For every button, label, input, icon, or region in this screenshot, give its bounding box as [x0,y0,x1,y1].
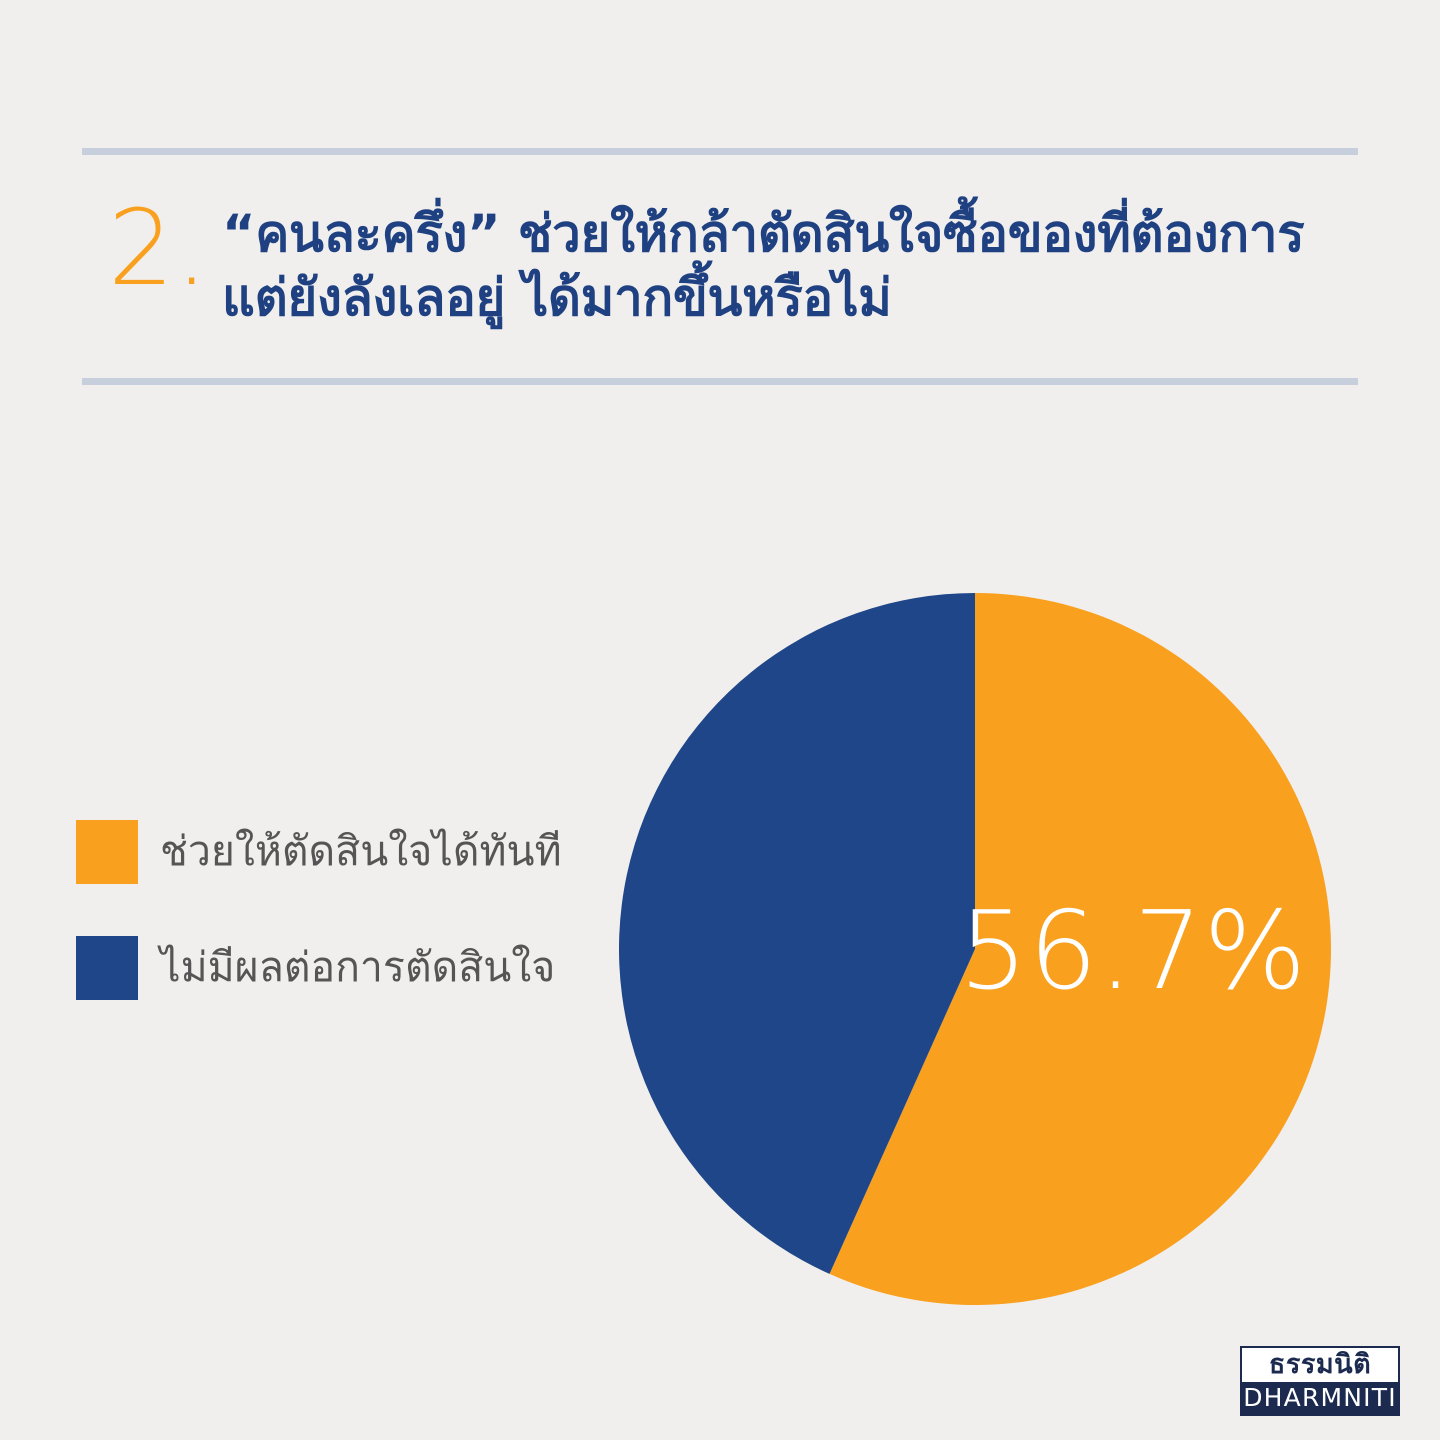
header-divider-bottom [82,378,1358,385]
pie-slice-no-effect [619,593,975,1274]
pie-slice-helps-decide [829,593,1331,1305]
brand-logo-thai: ธรรมนิติ [1240,1346,1400,1382]
pie-chart: 56.7% [619,593,1331,1305]
legend-swatch-blue [76,936,138,1000]
legend-item-no-effect: ไม่มีผลต่อการตัดสินใจ [76,936,596,1000]
chart-legend: ช่วยให้ตัดสินใจได้ทันที ไม่มีผลต่อการตัด… [76,820,596,1052]
legend-label-helps-decide: ช่วยให้ตัดสินใจได้ทันที [160,827,562,876]
pie-chart-svg [619,593,1331,1305]
header-block: 2. “คนละครึ่ง” ช่วยให้กล้าตัดสินใจซื้อขอ… [82,148,1358,332]
brand-logo-english: DHARMNITI [1240,1382,1400,1416]
legend-item-helps-decide: ช่วยให้ตัดสินใจได้ทันที [76,820,596,884]
legend-label-no-effect: ไม่มีผลต่อการตัดสินใจ [160,943,556,992]
question-number: 2. [108,187,210,309]
header-row: 2. “คนละครึ่ง” ช่วยให้กล้าตัดสินใจซื้อขอ… [82,155,1358,332]
pie-value-label: 56.7% [959,889,1308,1014]
legend-swatch-orange [76,820,138,884]
page-title: “คนละครึ่ง” ช่วยให้กล้าตัดสินใจซื้อของที… [222,205,1305,329]
header-divider-top [82,148,1358,155]
brand-logo: ธรรมนิติ DHARMNITI [1240,1346,1400,1416]
